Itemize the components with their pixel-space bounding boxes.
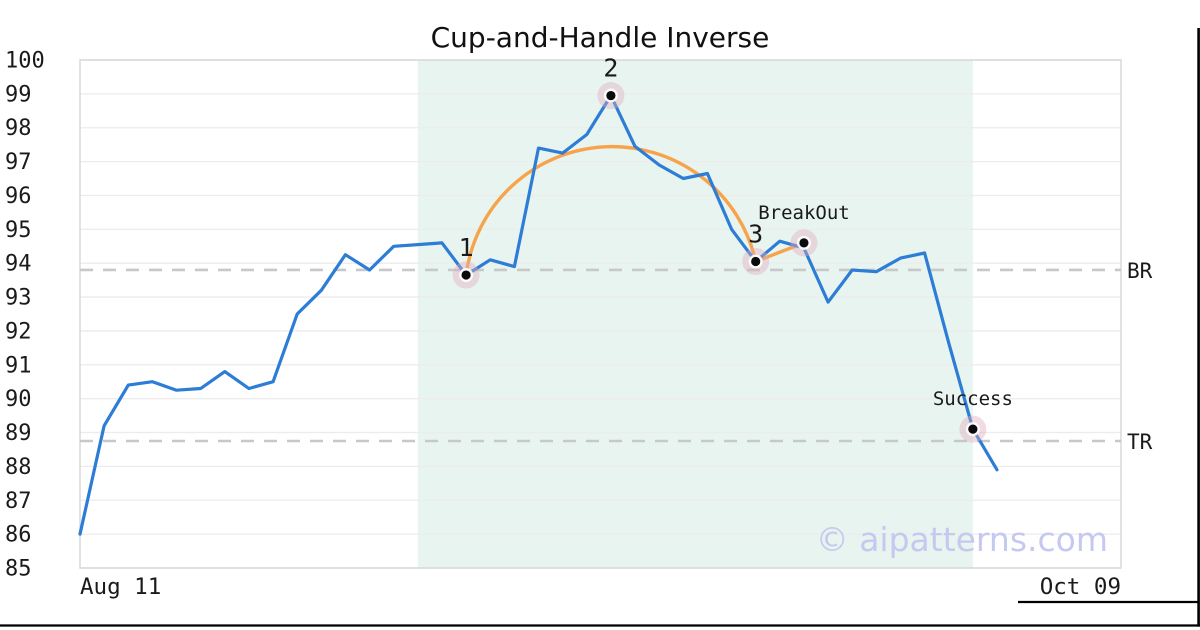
y-tick-label: 92: [5, 319, 32, 344]
y-tick-label: 100: [5, 49, 45, 74]
marker-dot: [461, 270, 471, 280]
y-tick-label: 87: [5, 489, 32, 514]
marker-dot: [968, 424, 978, 434]
marker-label-BreakOut: BreakOut: [758, 202, 850, 224]
y-tick-label: 98: [5, 116, 32, 141]
plot-border: [79, 59, 1122, 569]
x-axis-label-start: Aug 11: [80, 574, 161, 600]
chart-title: Cup-and-Handle Inverse: [431, 21, 770, 54]
y-tick-label: 91: [5, 353, 32, 378]
pattern-window-shade: [417, 60, 973, 568]
marker-label-3: 3: [748, 220, 763, 249]
marker-dot: [799, 238, 809, 248]
y-tick-label: 94: [5, 252, 32, 277]
y-tick-label: 89: [5, 421, 32, 446]
marker-dot: [751, 256, 761, 267]
level-label-TR: TR: [1127, 430, 1153, 454]
watermark: © aipatterns.com: [816, 520, 1108, 559]
y-tick-label: 96: [5, 184, 32, 209]
y-tick-label: 88: [5, 455, 32, 480]
pattern-arc: [464, 144, 806, 277]
marker-dot: [606, 90, 616, 101]
price-line: [78, 93, 999, 536]
marker-label-2: 2: [603, 54, 618, 83]
marker-label-1: 1: [459, 233, 474, 262]
y-tick-label: 99: [5, 82, 32, 107]
y-tick-label: 86: [5, 523, 32, 548]
y-tick-label: 85: [5, 557, 32, 582]
x-axis-label-end: Oct 09: [1040, 574, 1121, 600]
y-tick-label: 97: [5, 150, 32, 175]
y-tick-label: 95: [5, 218, 32, 243]
marker-label-Success: Success: [933, 388, 1013, 410]
y-tick-label: 90: [5, 387, 32, 412]
y-tick-label: 93: [5, 286, 32, 311]
level-label-BR: BR: [1127, 259, 1153, 283]
